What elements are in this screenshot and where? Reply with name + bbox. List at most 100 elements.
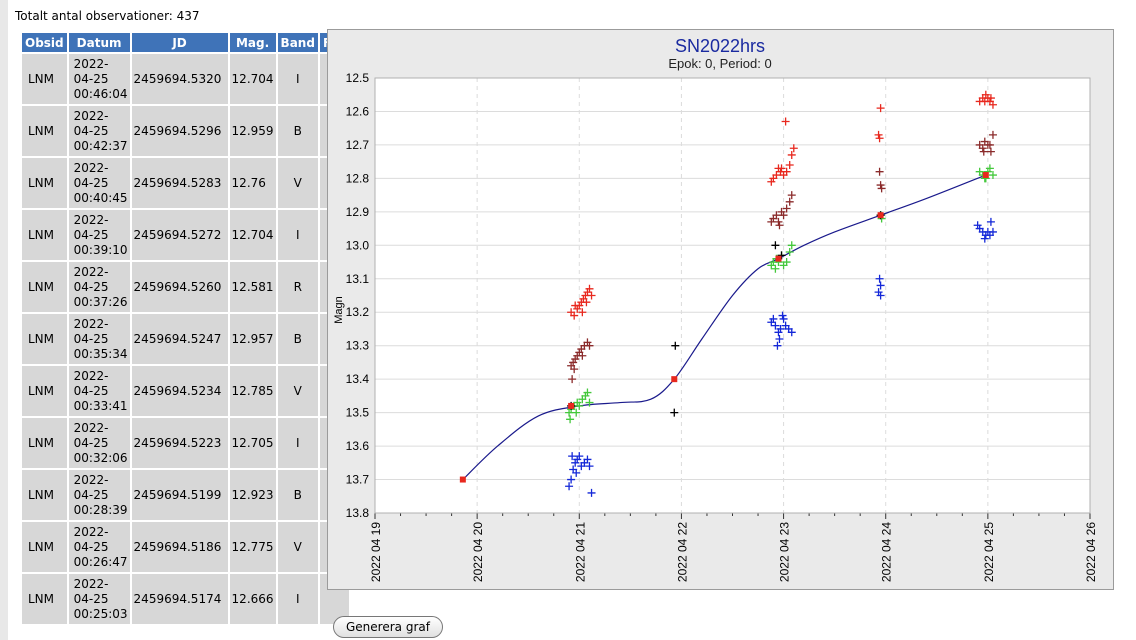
cell-datum-part: 04-25 [73, 175, 109, 190]
cell-datum: 2022- 04-25 00:37:26 [68, 262, 130, 312]
point-R [571, 301, 580, 310]
cell-datum-part: 00:35:34 [73, 346, 128, 361]
cell-obsid: LNM [22, 54, 67, 104]
point-other [670, 408, 679, 417]
point-V [575, 401, 584, 410]
observations-table: Obsid Datum JD Mag. Band Fas LNM2022-04-… [20, 31, 351, 626]
cell-datum-part: 04-25 [73, 227, 109, 242]
col-mag[interactable]: Mag. [229, 33, 276, 52]
col-obsid[interactable]: Obsid [22, 33, 67, 52]
point-V [771, 264, 780, 273]
cell-jd: 2459694.5320 [131, 54, 228, 104]
cell-mag: 12.76 [229, 158, 276, 208]
point-I [979, 147, 988, 156]
cell-band: R [277, 262, 318, 312]
point-V [985, 164, 994, 173]
cell-obsid: LNM [22, 314, 67, 364]
cell-mag: 12.581 [229, 262, 276, 312]
point-I [774, 217, 783, 226]
table-row: LNM 2022- 04-25 00:25:03 2459694.5174 12.666 I [22, 574, 349, 624]
cell-jd: 2459694.5174 [131, 574, 228, 624]
point-R [875, 134, 884, 143]
col-jd[interactable]: JD [131, 33, 228, 52]
y-tick-label: 12.9 [346, 205, 370, 219]
cell-band: B [277, 106, 318, 156]
cell-datum-part: 04-25 [73, 539, 109, 554]
cell-datum-part: 2022- [73, 524, 109, 539]
cell-datum: 2022- 04-25 00:39:10 [68, 210, 130, 260]
data-marks [459, 90, 997, 497]
x-tick-label: 2022 04 20 [471, 522, 485, 582]
point-R [585, 284, 594, 293]
table-row: LNM 2022- 04-25 00:28:39 2459694.5199 12.923 B [22, 470, 349, 520]
cell-band: I [277, 418, 318, 468]
point-B [769, 314, 778, 323]
x-tick-label: 2022 04 21 [573, 522, 587, 582]
y-ticks: 12.5 12.6 12.7 12.8 12.9 13.0 13.1 13.2 13.3 13.4… [346, 71, 370, 520]
table-row: LNM 2022- 04-25 00:26:47 2459694.5186 12.775 V [22, 522, 349, 572]
point-B [779, 314, 788, 323]
cell-obsid: LNM [22, 158, 67, 208]
cell-datum-part: 04-25 [73, 279, 109, 294]
cell-datum: 2022- 04-25 00:25:03 [68, 574, 130, 624]
cell-mag: 12.959 [229, 106, 276, 156]
point-B [583, 455, 592, 464]
point-R [986, 94, 995, 103]
table-row: LNM 2022- 04-25 00:40:45 2459694.5283 12.76 V [22, 158, 349, 208]
cell-band: B [277, 470, 318, 520]
cell-obsid: LNM [22, 262, 67, 312]
point-B [771, 321, 780, 330]
cell-datum: 2022- 04-25 00:40:45 [68, 158, 130, 208]
point-B [986, 217, 995, 226]
y-tick-label: 13.2 [346, 305, 370, 319]
x-tick-label: 2022 04 25 [982, 522, 996, 582]
cell-jd: 2459694.5283 [131, 158, 228, 208]
point-R [777, 164, 786, 173]
x-tick-label: 2022 04 19 [369, 522, 383, 582]
point-B [778, 311, 787, 320]
cell-jd: 2459694.5186 [131, 522, 228, 572]
cell-mag: 12.785 [229, 366, 276, 416]
total-observations: Totalt antal observationer: 437 [15, 9, 200, 23]
y-axis-label: Magn [333, 296, 345, 324]
col-datum[interactable]: Datum [68, 33, 130, 52]
point-I [568, 375, 577, 384]
point-other [771, 241, 780, 250]
y-tick-label: 13.0 [346, 238, 370, 252]
cell-datum-part: 04-25 [73, 591, 109, 606]
point-B [568, 452, 577, 461]
cell-datum-part: 04-25 [73, 383, 109, 398]
cell-datum-part: 04-25 [73, 123, 109, 138]
point-V [566, 415, 575, 424]
cell-mag: 12.666 [229, 574, 276, 624]
cell-datum: 2022- 04-25 00:46:04 [68, 54, 130, 104]
table-row: LNM 2022- 04-25 00:35:34 2459694.5247 12.957 B [22, 314, 349, 364]
point-I [877, 184, 886, 193]
table-row: LNM 2022- 04-25 00:32:06 2459694.5223 12.705 I [22, 418, 349, 468]
cell-obsid: LNM [22, 418, 67, 468]
cell-band: V [277, 366, 318, 416]
point-I [986, 147, 995, 156]
cell-datum-part: 00:32:06 [73, 450, 128, 465]
cell-obsid: LNM [22, 366, 67, 416]
point-V [782, 258, 791, 267]
light-curve-chart: SN2022hrs Epok: 0, Period: 0 Magn 12.512… [333, 36, 1098, 582]
table-row: LNM 2022- 04-25 00:33:41 2459694.5234 12.785 V [22, 366, 349, 416]
point-B [567, 475, 576, 484]
table-row: LNM 2022- 04-25 00:42:37 2459694.5296 12.959 B [22, 106, 349, 156]
chart-subtitle: Epok: 0, Period: 0 [668, 56, 771, 71]
cell-datum-part: 2022- [73, 576, 109, 591]
cell-obsid: LNM [22, 210, 67, 260]
cell-datum: 2022- 04-25 00:28:39 [68, 470, 130, 520]
y-tick-label: 13.1 [346, 272, 370, 286]
cell-datum-part: 00:39:10 [73, 242, 128, 257]
cell-band: I [277, 574, 318, 624]
generate-graph-button[interactable]: Generera graf [333, 616, 443, 638]
cell-datum-part: 2022- [73, 108, 109, 123]
cell-datum-part: 00:37:26 [73, 294, 128, 309]
cell-datum-part: 00:28:39 [73, 502, 128, 517]
cell-datum-part: 2022- [73, 212, 109, 227]
col-band[interactable]: Band [277, 33, 318, 52]
plot-border [374, 77, 1091, 514]
point-I [772, 211, 781, 220]
